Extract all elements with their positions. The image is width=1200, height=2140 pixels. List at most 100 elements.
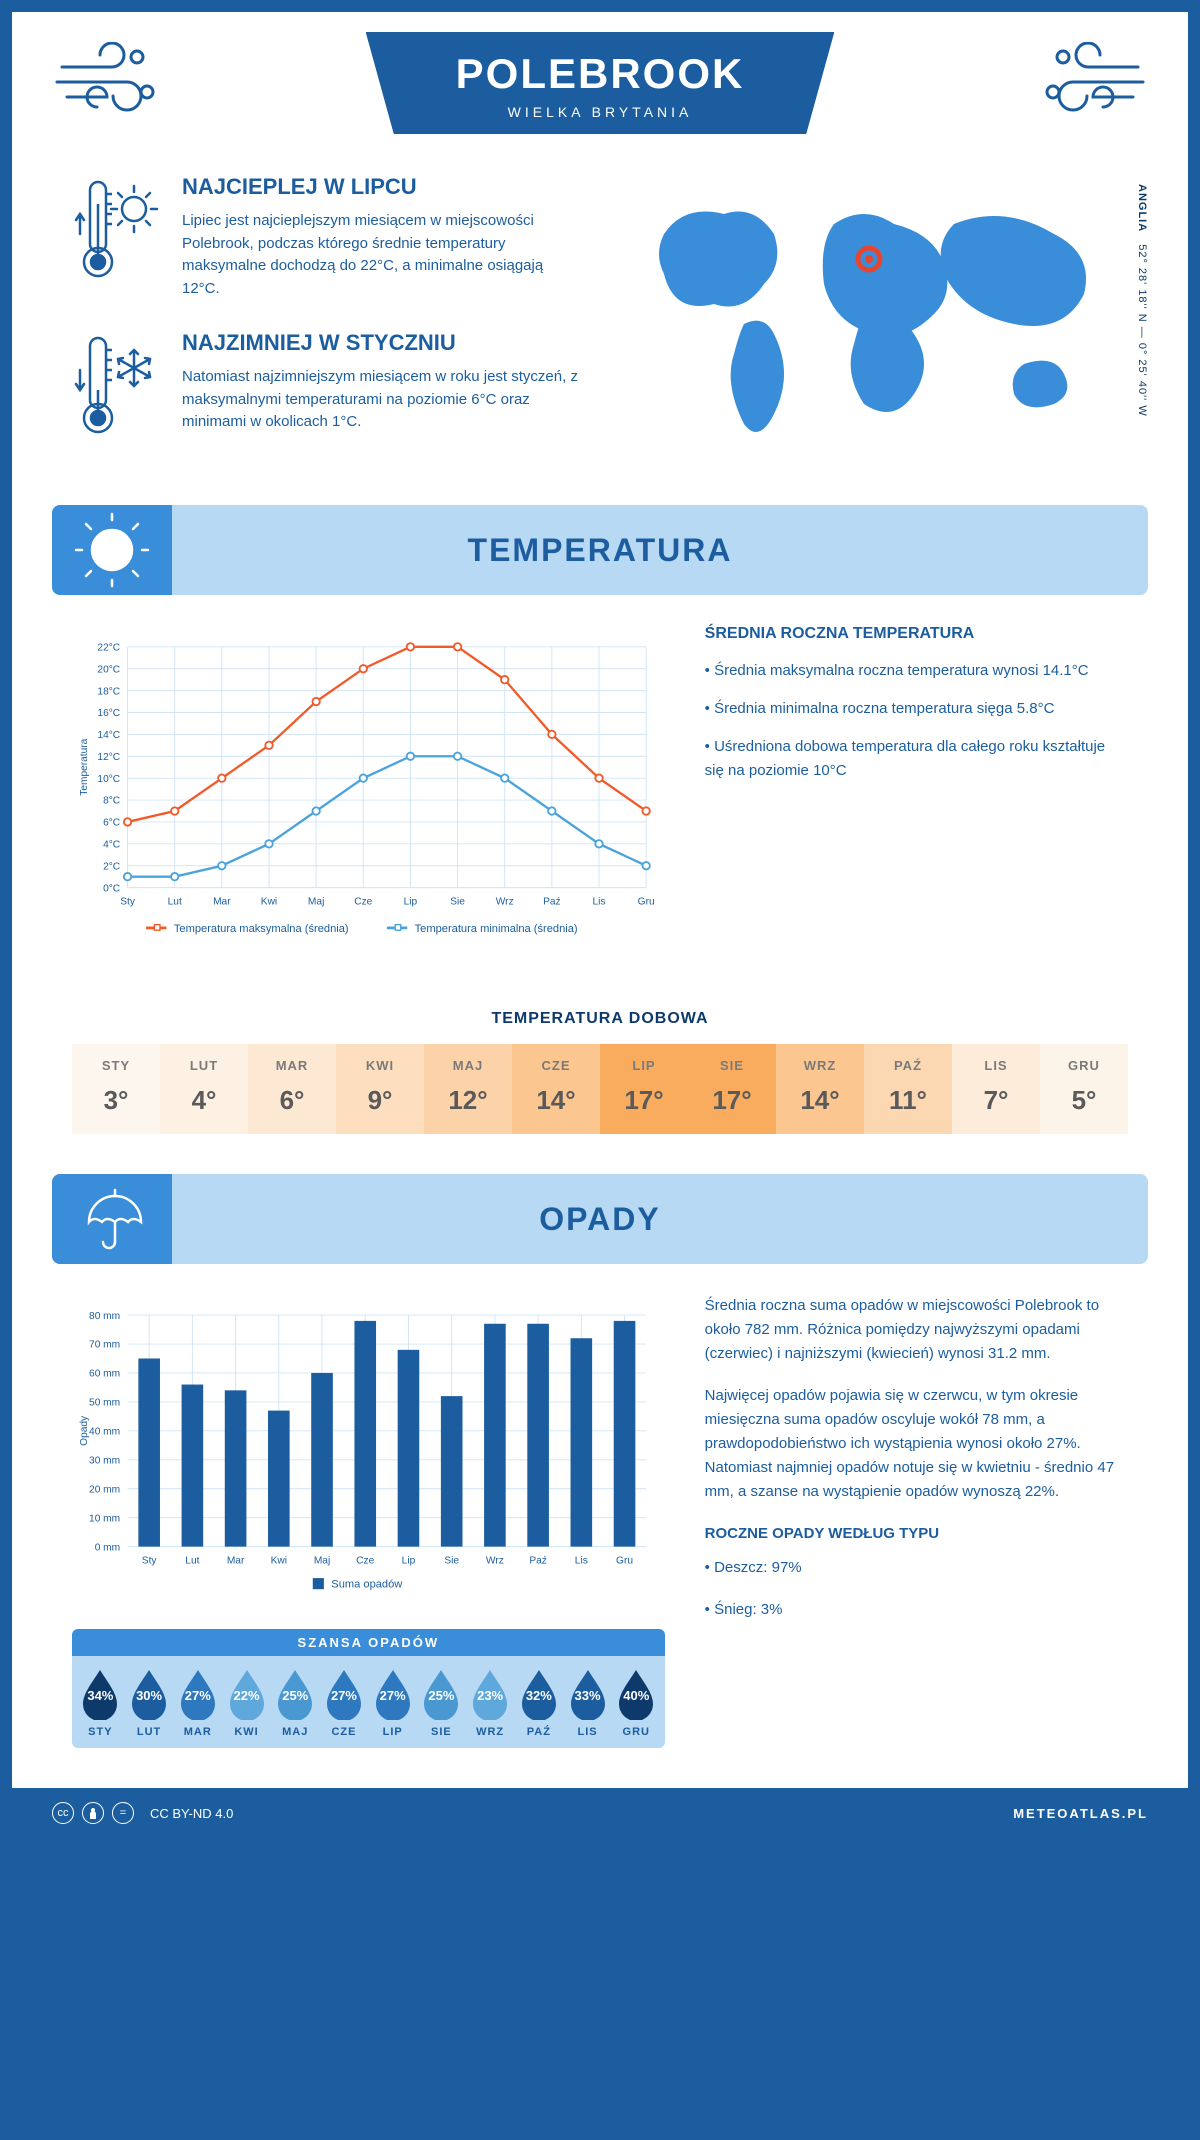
warmest-title: NAJCIEPLEJ W LIPCU bbox=[182, 174, 580, 200]
daily-temp-cell: CZE14° bbox=[512, 1044, 600, 1134]
svg-text:4°C: 4°C bbox=[103, 840, 120, 851]
temperature-title: TEMPERATURA bbox=[172, 532, 1148, 569]
coldest-fact: NAJZIMNIEJ W STYCZNIU Natomiast najzimni… bbox=[72, 330, 580, 445]
daily-temp-cell: GRU5° bbox=[1040, 1044, 1128, 1134]
svg-text:40 mm: 40 mm bbox=[89, 1427, 120, 1438]
chance-cell: 27% LIP bbox=[368, 1668, 417, 1738]
daily-temp-cell: MAJ12° bbox=[424, 1044, 512, 1134]
intro-section: NAJCIEPLEJ W LIPCU Lipiec jest najcieple… bbox=[12, 164, 1188, 505]
raindrop-icon: 22% bbox=[224, 1668, 270, 1720]
svg-text:70 mm: 70 mm bbox=[89, 1340, 120, 1351]
svg-text:Lut: Lut bbox=[185, 1555, 199, 1566]
chance-cell: 27% MAR bbox=[173, 1668, 222, 1738]
raindrop-icon: 25% bbox=[272, 1668, 318, 1720]
svg-text:Sty: Sty bbox=[142, 1555, 158, 1566]
daily-temp-title: TEMPERATURA DOBOWA bbox=[12, 1010, 1188, 1028]
chance-cell: 30% LUT bbox=[125, 1668, 174, 1738]
daily-temp-cell: LUT4° bbox=[160, 1044, 248, 1134]
svg-text:Wrz: Wrz bbox=[486, 1555, 504, 1566]
svg-text:Cze: Cze bbox=[354, 896, 372, 907]
svg-text:18°C: 18°C bbox=[97, 686, 120, 697]
precip-para: Najwięcej opadów pojawia się w czerwcu, … bbox=[705, 1384, 1128, 1504]
svg-text:0°C: 0°C bbox=[103, 883, 120, 894]
raindrop-icon: 40% bbox=[613, 1668, 659, 1720]
warmest-text: Lipiec jest najcieplejszym miesiącem w m… bbox=[182, 210, 580, 300]
svg-text:6°C: 6°C bbox=[103, 818, 120, 829]
raindrop-icon: 27% bbox=[321, 1668, 367, 1720]
svg-text:Paź: Paź bbox=[529, 1555, 547, 1566]
svg-text:8°C: 8°C bbox=[103, 796, 120, 807]
svg-text:Maj: Maj bbox=[308, 896, 324, 907]
svg-text:10°C: 10°C bbox=[97, 774, 120, 785]
coords-value: 52° 28' 18'' N — 0° 25' 40'' W bbox=[1136, 244, 1148, 416]
chance-cell: 40% GRU bbox=[612, 1668, 661, 1738]
svg-text:16°C: 16°C bbox=[97, 708, 120, 719]
region-label: ANGLIA bbox=[1136, 184, 1148, 232]
svg-text:2°C: 2°C bbox=[103, 861, 120, 872]
daily-temp-cell: PAŹ11° bbox=[864, 1044, 952, 1134]
svg-text:Mar: Mar bbox=[213, 896, 231, 907]
svg-text:20 mm: 20 mm bbox=[89, 1484, 120, 1495]
svg-text:60 mm: 60 mm bbox=[89, 1369, 120, 1380]
svg-text:12°C: 12°C bbox=[97, 752, 120, 763]
svg-text:Gru: Gru bbox=[638, 896, 655, 907]
precipitation-chance-box: SZANSA OPADÓW 34% STY 30% LUT 27% MAR 22… bbox=[72, 1629, 665, 1748]
daily-temp-cell: SIE17° bbox=[688, 1044, 776, 1134]
raindrop-icon: 34% bbox=[77, 1668, 123, 1720]
temp-bullet: • Uśredniona dobowa temperatura dla całe… bbox=[705, 735, 1128, 783]
cc-icon: cc bbox=[52, 1802, 74, 1824]
svg-text:Temperatura: Temperatura bbox=[79, 738, 90, 795]
daily-temp-cell: WRZ14° bbox=[776, 1044, 864, 1134]
chance-cell: 27% CZE bbox=[320, 1668, 369, 1738]
chance-title: SZANSA OPADÓW bbox=[72, 1629, 665, 1656]
thermometer-sun-icon bbox=[72, 174, 162, 300]
temp-info-heading: ŚREDNIA ROCZNA TEMPERATURA bbox=[705, 625, 1128, 643]
svg-text:22°C: 22°C bbox=[97, 643, 120, 654]
wind-icon bbox=[1028, 42, 1148, 127]
header: POLEBROOK WIELKA BRYTANIA bbox=[12, 12, 1188, 164]
svg-text:Opady: Opady bbox=[79, 1415, 90, 1446]
precip-type-bullet: • Śnieg: 3% bbox=[705, 1598, 1128, 1622]
svg-text:Mar: Mar bbox=[227, 1555, 245, 1566]
daily-temp-cell: LIP17° bbox=[600, 1044, 688, 1134]
license-text: CC BY-ND 4.0 bbox=[150, 1806, 233, 1821]
precipitation-title: OPADY bbox=[172, 1201, 1148, 1238]
svg-text:20°C: 20°C bbox=[97, 664, 120, 675]
site-name: METEOATLAS.PL bbox=[1013, 1806, 1148, 1821]
raindrop-icon: 27% bbox=[175, 1668, 221, 1720]
raindrop-icon: 30% bbox=[126, 1668, 172, 1720]
chance-cell: 33% LIS bbox=[563, 1668, 612, 1738]
temperature-info: ŚREDNIA ROCZNA TEMPERATURA • Średnia mak… bbox=[705, 625, 1128, 970]
footer: cc = CC BY-ND 4.0 METEOATLAS.PL bbox=[12, 1788, 1188, 1838]
chance-cell: 23% WRZ bbox=[466, 1668, 515, 1738]
chance-cell: 22% KWI bbox=[222, 1668, 271, 1738]
svg-text:10 mm: 10 mm bbox=[89, 1513, 120, 1524]
daily-temp-cell: MAR6° bbox=[248, 1044, 336, 1134]
svg-text:Temperatura maksymalna (średni: Temperatura maksymalna (średnia) bbox=[174, 923, 349, 935]
precip-para: Średnia roczna suma opadów w miejscowośc… bbox=[705, 1294, 1128, 1366]
svg-text:Maj: Maj bbox=[314, 1555, 330, 1566]
temperature-section-header: TEMPERATURA bbox=[52, 505, 1148, 595]
chance-cell: 25% MAJ bbox=[271, 1668, 320, 1738]
header-banner: POLEBROOK WIELKA BRYTANIA bbox=[366, 32, 835, 134]
nd-icon: = bbox=[112, 1802, 134, 1824]
svg-text:Kwi: Kwi bbox=[261, 896, 277, 907]
svg-text:Cze: Cze bbox=[356, 1555, 374, 1566]
page-subtitle: WIELKA BRYTANIA bbox=[456, 104, 745, 120]
svg-text:30 mm: 30 mm bbox=[89, 1455, 120, 1466]
warmest-fact: NAJCIEPLEJ W LIPCU Lipiec jest najcieple… bbox=[72, 174, 580, 300]
raindrop-icon: 27% bbox=[370, 1668, 416, 1720]
svg-text:Lis: Lis bbox=[592, 896, 605, 907]
coldest-title: NAJZIMNIEJ W STYCZNIU bbox=[182, 330, 580, 356]
temp-bullet: • Średnia minimalna roczna temperatura s… bbox=[705, 697, 1128, 721]
svg-text:Kwi: Kwi bbox=[271, 1555, 287, 1566]
svg-text:Gru: Gru bbox=[616, 1555, 633, 1566]
precipitation-section-header: OPADY bbox=[52, 1174, 1148, 1264]
raindrop-icon: 23% bbox=[467, 1668, 513, 1720]
chance-cell: 34% STY bbox=[76, 1668, 125, 1738]
raindrop-icon: 32% bbox=[516, 1668, 562, 1720]
coldest-text: Natomiast najzimniejszym miesiącem w rok… bbox=[182, 366, 580, 434]
precipitation-info: Średnia roczna suma opadów w miejscowośc… bbox=[705, 1294, 1128, 1768]
world-map bbox=[620, 174, 1128, 454]
wind-icon bbox=[52, 42, 172, 127]
